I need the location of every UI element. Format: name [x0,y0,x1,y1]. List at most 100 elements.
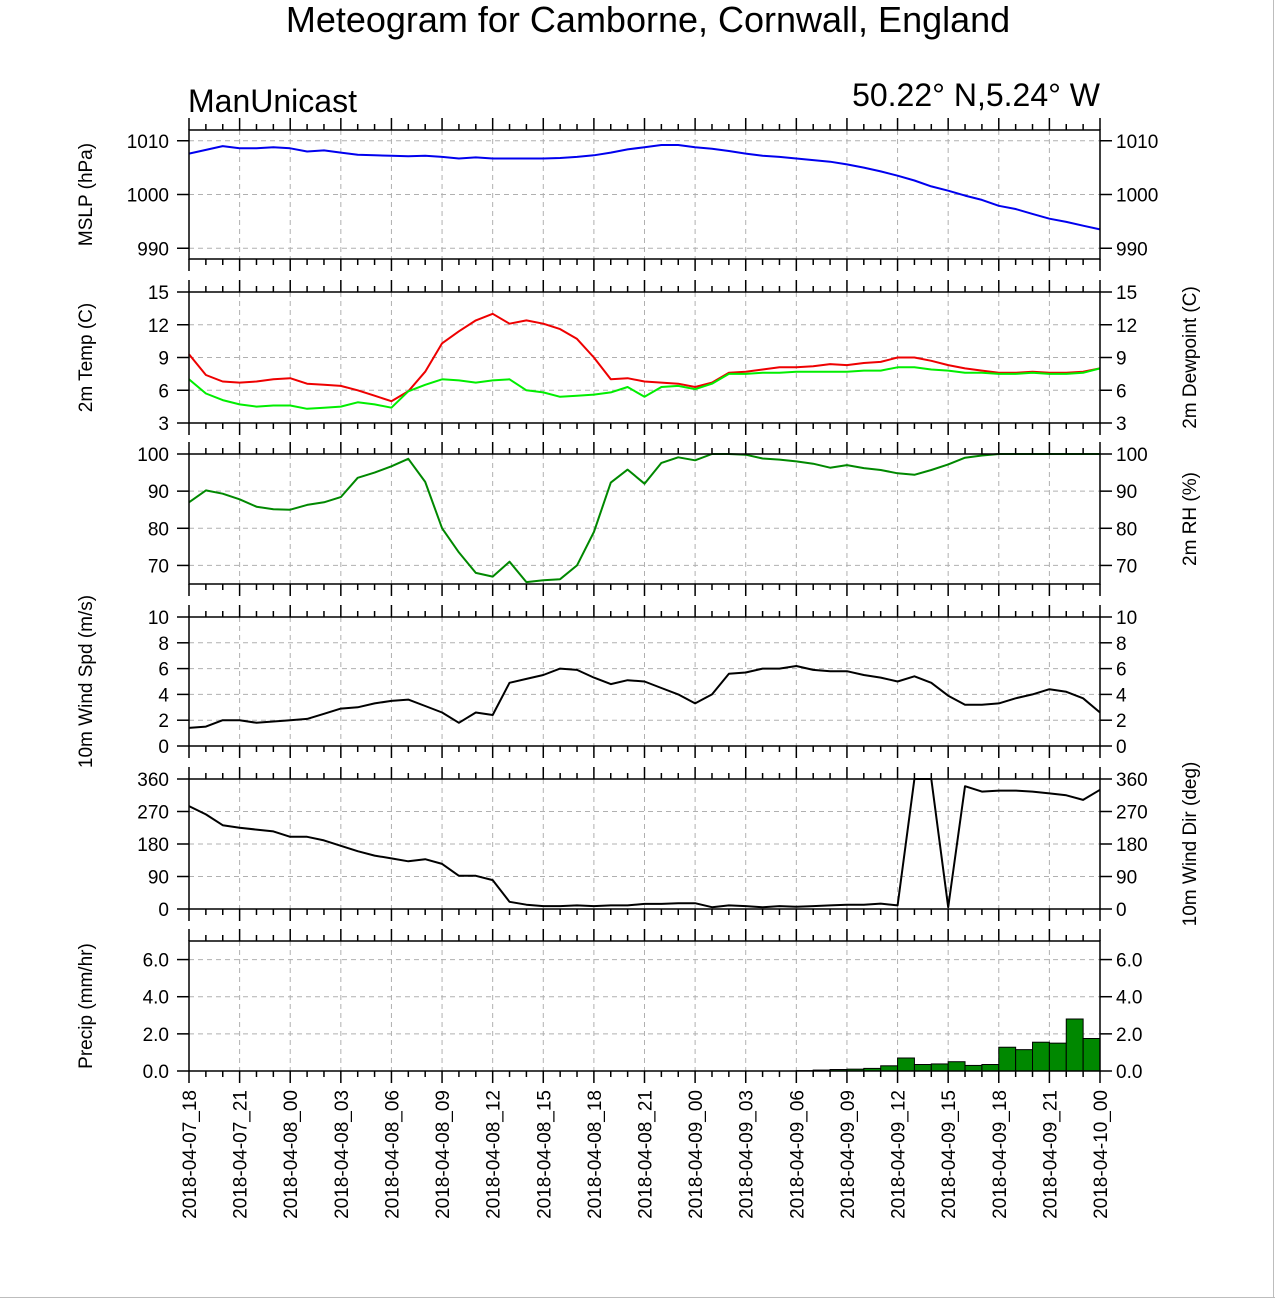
y-tick-label-right: 360 [1116,770,1148,791]
y-tick-label-left: 1010 [127,132,169,153]
x-tick-label: 2018-04-08_06 [382,1090,403,1219]
y-tick-label-right: 70 [1116,556,1137,577]
x-tick-label: 2018-04-08_18 [585,1090,606,1219]
precip-bar [964,1064,983,1072]
y-axis-title-left: 10m Wind Spd (m/s) [76,595,97,768]
y-tick-label-left: 70 [148,556,169,577]
panel-mslp: 990 990 1000 1000 1010 1010 MSLP (hPa) [76,118,1158,271]
y-tick-label-right: 1010 [1116,132,1158,153]
y-tick-label-left: 0 [158,900,169,921]
y-tick-label-right: 180 [1116,835,1148,856]
x-tick-label: 2018-04-09_06 [787,1090,808,1219]
panel-precip: 0.0 0.0 2.0 2.0 4.0 4.0 6.0 6.0 Precip (mm/hr) [76,929,1142,1083]
precip-bar [1082,1038,1101,1072]
x-tick-label: 2018-04-08_09 [433,1090,454,1219]
y-tick-label-right: 1000 [1116,186,1158,207]
y-tick-label-left: 10 [148,608,169,629]
y-tick-label-right: 990 [1116,239,1148,260]
series-line-wspd-0 [188,665,1101,729]
y-tick-label-right: 10 [1116,608,1137,629]
x-tick-label: 2018-04-09_18 [990,1090,1011,1219]
x-tick-label: 2018-04-08_15 [534,1090,555,1219]
y-tick-label-left: 8 [158,634,169,655]
y-tick-label-left: 0.0 [143,1062,169,1083]
y-tick-label-left: 2 [158,711,169,732]
precip-bar [913,1064,932,1072]
y-tick-label-right: 9 [1116,349,1127,370]
y-tick-label-left: 15 [148,283,169,304]
x-tick-label: 2018-04-08_00 [281,1090,302,1219]
y-tick-label-right: 6 [1116,381,1127,402]
series-line-wdir-0 [188,778,1101,909]
panel-rh: 70 70 80 80 90 90 100 100 2m RH (%) [137,442,1201,596]
precip-bar [981,1064,1000,1072]
x-tick-label: 2018-04-09_15 [939,1090,960,1219]
precip-bar [998,1046,1017,1072]
series-line-rh-0 [188,453,1100,584]
y-tick-label-left: 360 [137,770,169,791]
y-axis-title-left: Precip (mm/hr) [76,943,97,1069]
y-tick-label-left: 100 [137,445,169,466]
x-tick-label: 2018-04-09_00 [686,1090,707,1219]
y-tick-label-right: 80 [1116,519,1137,540]
x-tick-label: 2018-04-09_12 [889,1090,910,1219]
y-tick-label-right: 2.0 [1116,1025,1142,1046]
y-tick-label-left: 6 [158,660,169,681]
y-tick-label-right: 4.0 [1116,988,1142,1009]
x-tick-label: 2018-04-09_21 [1040,1090,1061,1219]
y-tick-label-left: 4.0 [143,988,169,1009]
precip-bar [880,1065,899,1072]
x-tick-label: 2018-04-09_09 [838,1090,859,1219]
x-tick-label: 2018-04-10_00 [1091,1090,1112,1219]
y-tick-label-left: 90 [148,868,169,889]
x-tick-label: 2018-04-07_21 [231,1090,252,1219]
precip-bar [1015,1049,1034,1072]
right-border [1273,0,1274,1298]
panel-temp: 3 3 6 6 9 9 12 12 15 15 2m Temp (C) 2m Dewpoint (C) [76,280,1201,435]
y-tick-label-right: 90 [1116,868,1137,889]
y-tick-label-left: 80 [148,519,169,540]
y-axis-title-left: 2m Temp (C) [76,303,97,412]
y-tick-label-left: 270 [137,803,169,824]
y-tick-label-left: 6 [158,381,169,402]
x-tick-label: 2018-04-08_03 [332,1090,353,1219]
y-tick-label-left: 6.0 [143,951,169,972]
model-label: ManUnicast [188,83,357,119]
y-axis-title-right: 2m Dewpoint (C) [1180,286,1201,429]
precip-bar [1048,1042,1067,1072]
precip-bar [1065,1018,1084,1072]
series-line-mslp-0 [188,144,1101,231]
panel-wdir: 0 0 90 90 180 180 270 270 360 360 10m Wind Dir (de… [137,762,1201,927]
y-tick-label-right: 4 [1116,685,1127,706]
y-tick-label-right: 15 [1116,283,1137,304]
y-tick-label-left: 4 [158,685,169,706]
y-tick-label-right: 90 [1116,482,1137,503]
y-tick-label-right: 2 [1116,711,1127,732]
y-axis-title-left: MSLP (hPa) [76,143,97,246]
y-tick-label-left: 9 [158,349,169,370]
y-tick-label-left: 180 [137,835,169,856]
location-label: 50.22° N,5.24° W [852,77,1101,113]
y-tick-label-right: 3 [1116,414,1127,435]
y-tick-label-right: 8 [1116,634,1127,655]
y-tick-label-left: 990 [137,239,169,260]
series-line-temp-1 [188,366,1101,410]
y-tick-label-left: 90 [148,482,169,503]
precip-bar [897,1057,915,1072]
x-tick-label: 2018-04-07_18 [180,1090,201,1219]
x-tick-label: 2018-04-08_12 [484,1090,505,1219]
x-tick-label: 2018-04-08_21 [636,1090,657,1219]
y-tick-label-right: 0 [1116,737,1127,758]
precip-bar [930,1063,949,1072]
panel-wspd: 0 0 2 2 4 4 6 6 8 8 10 10 10m Wind Spd (m/s) [76,595,1137,768]
precip-bar [947,1061,966,1072]
y-tick-label-right: 0.0 [1116,1062,1142,1083]
y-tick-label-left: 12 [148,316,169,337]
x-tick-label: 2018-04-09_03 [737,1090,758,1219]
bottom-border [0,1297,1275,1298]
y-axis-title-right: 2m RH (%) [1180,472,1201,566]
y-axis-title-right: 10m Wind Dir (deg) [1180,762,1201,927]
y-tick-label-right: 100 [1116,445,1148,466]
